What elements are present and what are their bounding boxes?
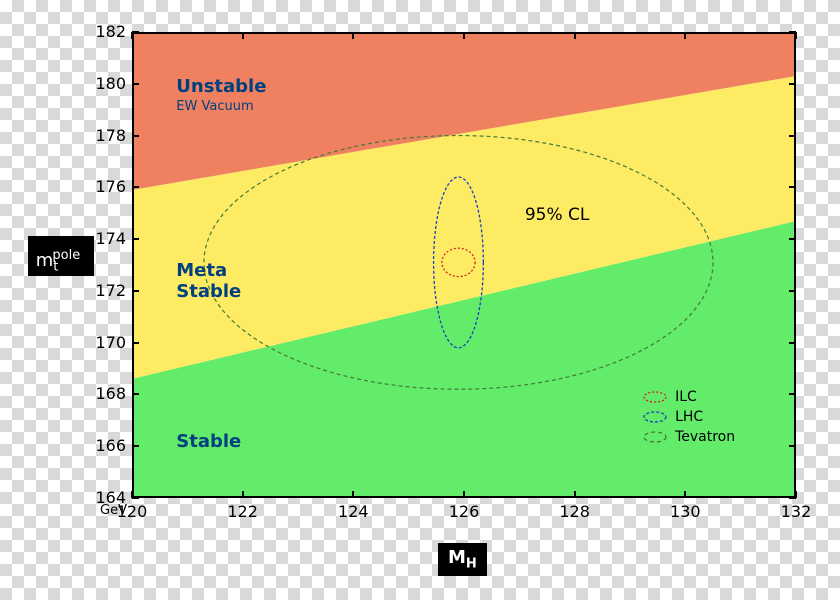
y-tick-label: 178 bbox=[86, 126, 126, 145]
y-tick bbox=[789, 445, 796, 447]
region-label-unstable: Unstable bbox=[176, 76, 266, 97]
legend-item-ilc: ILC bbox=[641, 387, 735, 407]
y-tick bbox=[132, 342, 139, 344]
x-tick-label: 126 bbox=[444, 502, 484, 521]
ellipse-lhc bbox=[434, 177, 484, 348]
y-tick bbox=[789, 83, 796, 85]
x-tick bbox=[795, 32, 797, 39]
legend-item-lhc: LHC bbox=[641, 407, 735, 427]
y-tick bbox=[132, 497, 139, 499]
x-tick-label: 132 bbox=[776, 502, 816, 521]
x-tick bbox=[131, 491, 133, 498]
y-tick bbox=[789, 135, 796, 137]
region-metastable bbox=[132, 76, 796, 379]
y-tick bbox=[132, 135, 139, 137]
region-label-metastable: Meta Stable bbox=[176, 260, 241, 302]
x-tick-label: 120 bbox=[112, 502, 152, 521]
ellipse-ilc bbox=[442, 248, 475, 276]
y-tick bbox=[132, 83, 139, 85]
x-tick bbox=[574, 491, 576, 498]
y-tick bbox=[132, 31, 139, 33]
region-sublabel-unstable: EW Vacuum bbox=[176, 99, 253, 114]
region-label-stable: Stable bbox=[176, 431, 241, 452]
y-tick bbox=[789, 342, 796, 344]
legend-swatch-lhc bbox=[641, 410, 669, 424]
x-tick bbox=[352, 491, 354, 498]
x-tick bbox=[242, 32, 244, 39]
x-tick bbox=[684, 32, 686, 39]
x-axis-label-sub: H bbox=[466, 557, 477, 572]
y-tick bbox=[789, 186, 796, 188]
x-axis-label-main: M bbox=[448, 547, 466, 568]
legend: ILC LHC Tevatron bbox=[641, 387, 735, 447]
y-axis-label-sup: pole bbox=[52, 248, 80, 263]
legend-swatch-ilc bbox=[641, 390, 669, 404]
y-tick bbox=[789, 238, 796, 240]
ellipse-tevatron bbox=[204, 136, 713, 390]
y-tick-label: 168 bbox=[86, 384, 126, 403]
x-tick-label: 122 bbox=[223, 502, 263, 521]
y-tick bbox=[132, 290, 139, 292]
y-tick-label: 182 bbox=[86, 22, 126, 41]
y-tick bbox=[132, 238, 139, 240]
confidence-level-label: 95% CL bbox=[525, 205, 590, 225]
x-tick bbox=[352, 32, 354, 39]
x-tick bbox=[131, 32, 133, 39]
y-tick bbox=[789, 290, 796, 292]
x-tick bbox=[795, 491, 797, 498]
y-tick-label: 172 bbox=[86, 281, 126, 300]
y-tick-label: 180 bbox=[86, 74, 126, 93]
x-tick bbox=[463, 32, 465, 39]
y-axis-label-main: m bbox=[36, 250, 54, 271]
y-tick bbox=[132, 393, 139, 395]
x-tick bbox=[463, 491, 465, 498]
legend-label: ILC bbox=[675, 389, 697, 405]
y-tick-label: 170 bbox=[86, 333, 126, 352]
y-tick-label: 176 bbox=[86, 177, 126, 196]
y-tick-label: 166 bbox=[86, 436, 126, 455]
y-axis-label: mtpole bbox=[28, 236, 94, 276]
x-tick-label: 128 bbox=[555, 502, 595, 521]
x-tick bbox=[242, 491, 244, 498]
legend-item-tevatron: Tevatron bbox=[641, 427, 735, 447]
x-tick bbox=[684, 491, 686, 498]
y-tick bbox=[132, 186, 139, 188]
y-tick bbox=[789, 393, 796, 395]
y-tick bbox=[132, 445, 139, 447]
x-tick-label: 124 bbox=[333, 502, 373, 521]
x-axis-label: MH bbox=[438, 543, 487, 576]
x-tick bbox=[574, 32, 576, 39]
y-tick-label: 174 bbox=[86, 229, 126, 248]
legend-label: LHC bbox=[675, 409, 703, 425]
legend-label: Tevatron bbox=[675, 429, 735, 445]
x-tick-label: 130 bbox=[665, 502, 705, 521]
legend-swatch-tevatron bbox=[641, 430, 669, 444]
